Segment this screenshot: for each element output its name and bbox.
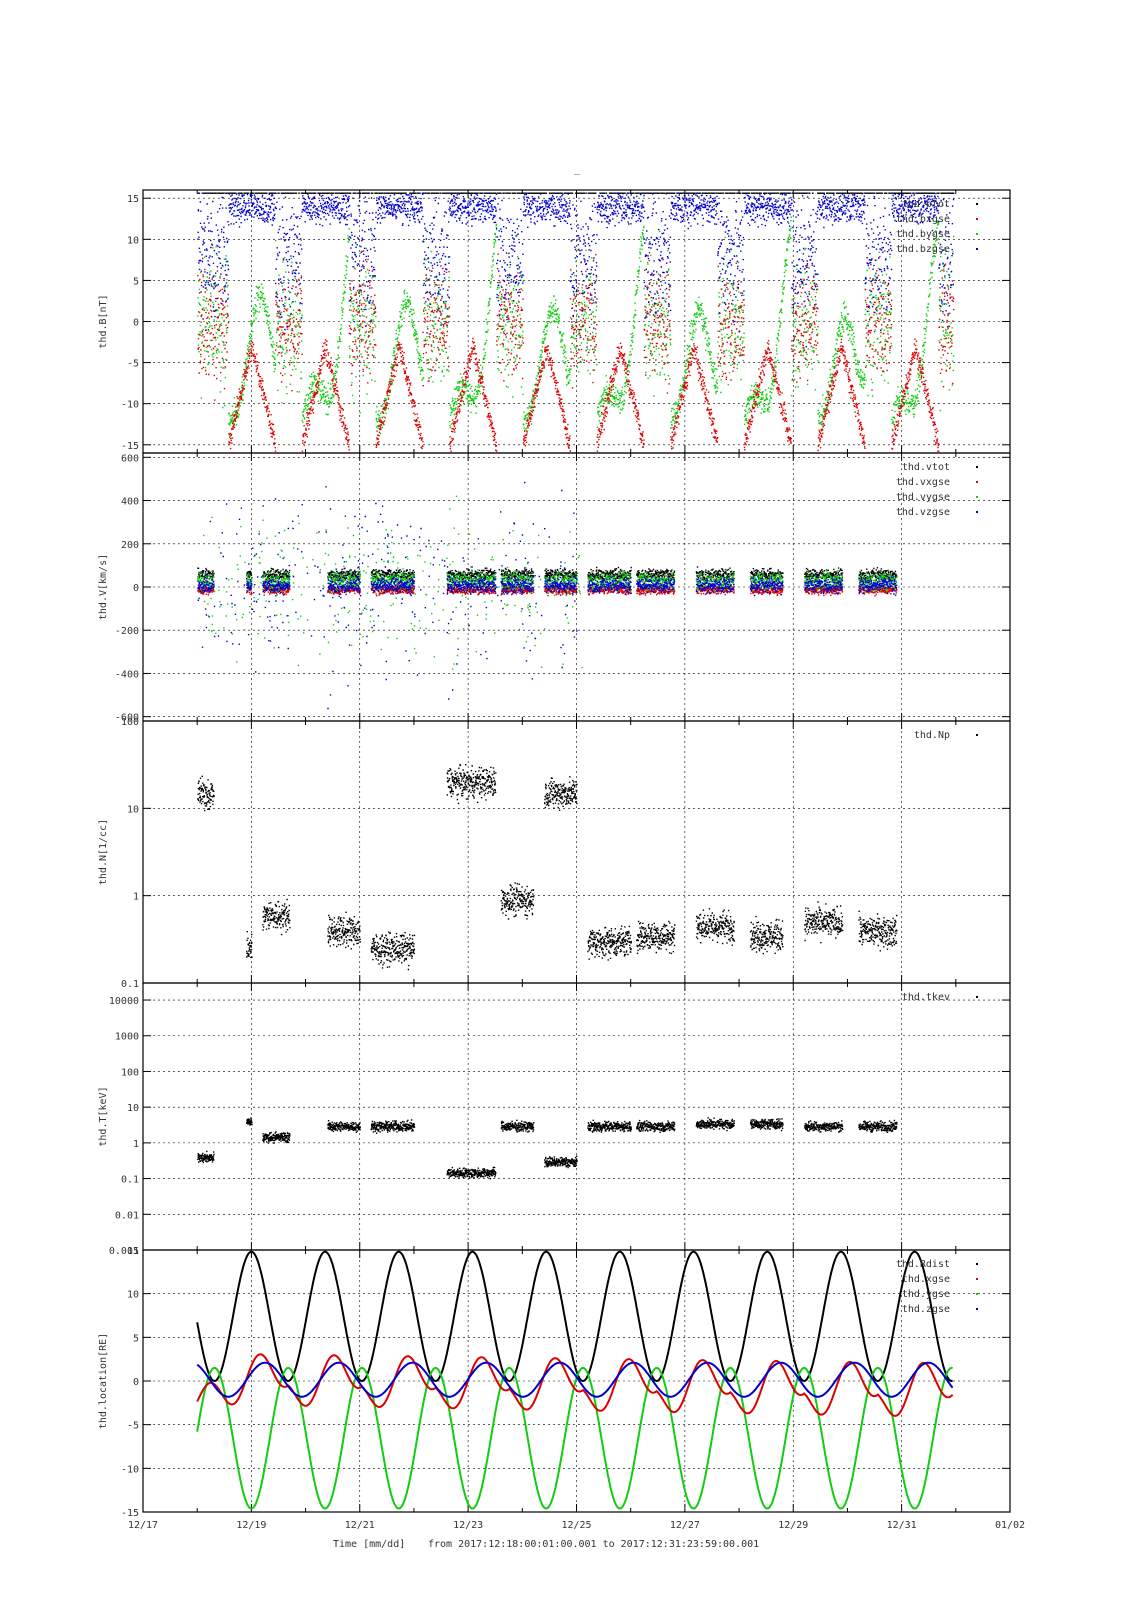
legend-marker <box>976 734 978 736</box>
y-axis-label: thd.T[keV] <box>98 1086 109 1146</box>
y-axis-label: thd.N[1/cc] <box>98 819 109 885</box>
legend-marker <box>976 511 978 513</box>
legend-label: thd.vxgse <box>896 477 950 488</box>
y-tick-label: 600 <box>121 453 139 464</box>
legend-label: thd.bygse <box>896 229 950 240</box>
y-tick-label: -200 <box>115 626 139 637</box>
y-tick-label: 10000 <box>109 996 139 1007</box>
legend-label: thd.Rdist <box>896 1259 950 1270</box>
figure-title: _ <box>574 164 581 175</box>
legend-label: thd.bxgse <box>896 214 950 225</box>
legend-marker <box>976 203 978 205</box>
x-axis-tick-labels: 12/17 12/19 12/21 12/23 12/25 12/27 12/29 12/31… <box>128 1520 1025 1531</box>
bzgse-points <box>197 192 955 348</box>
y-tick-label: 10 <box>127 1290 139 1301</box>
y-tick-label: 15 <box>127 1246 139 1257</box>
x-tick-label: 12/29 <box>778 1520 808 1531</box>
legend-label: thd.ygse <box>902 1289 950 1300</box>
y-tick-label: 0.01 <box>115 1210 139 1221</box>
time-range-label: from 2017:12:18:00:01:00.001 to 2017:12:… <box>428 1539 759 1550</box>
y-tick-label: -15 <box>121 441 139 452</box>
y-tick-label: 1000 <box>115 1032 139 1043</box>
xgse-line <box>196 1353 954 1417</box>
panel-velocity: 600 400 200 0 -200 -400 -600 thd.V[km/s] thd.vto… <box>98 452 1011 724</box>
legend-marker <box>976 466 978 468</box>
y-tick-label: 0 <box>133 583 139 594</box>
y-tick-label: 10 <box>127 804 139 815</box>
legend-label: thd.vtot <box>902 462 950 473</box>
x-axis-label: Time [mm/dd] <box>333 1539 405 1550</box>
zgse-line <box>196 1361 954 1398</box>
panel-density: 100 10 1 0.1 thd.N[1/cc] thd.Np <box>98 717 1011 990</box>
y-tick-label: -400 <box>115 669 139 680</box>
y-tick-label: 0 <box>133 318 139 329</box>
y-axis-label: thd.location[RE] <box>98 1333 109 1429</box>
legend-label: thd.vzgse <box>896 507 950 518</box>
y-tick-label: 0.1 <box>121 979 139 990</box>
y-tick-label: 5 <box>133 276 139 287</box>
tkev-points <box>197 1117 898 1180</box>
np-points <box>197 763 898 971</box>
x-tick-label: 12/21 <box>345 1520 375 1531</box>
y-tick-label: 0.1 <box>121 1175 139 1186</box>
legend-label: thd.btot <box>902 199 950 210</box>
legend-marker <box>976 1308 978 1310</box>
legend-marker <box>976 248 978 250</box>
x-tick-label: 12/31 <box>887 1520 917 1531</box>
y-tick-label: 0 <box>133 1377 139 1388</box>
legend-label: thd.tkev <box>902 992 950 1003</box>
bxgse-points <box>197 250 955 452</box>
vygse-points <box>197 495 898 670</box>
legend-marker <box>976 481 978 483</box>
y-tick-label: 100 <box>121 717 139 728</box>
legend-marker <box>976 233 978 235</box>
y-tick-label: -15 <box>121 1508 139 1519</box>
legend-label: thd.xgse <box>902 1274 950 1285</box>
y-tick-label: -5 <box>127 359 139 370</box>
panel-location: 15 10 5 0 -5 -10 -15 thd.location[RE] thd.Rdist t… <box>98 1246 1011 1519</box>
panel-magnetic-field: 15 10 5 0 -5 -10 -15 thd.B[nT] thd.btot thd.bxgse… <box>98 189 1011 454</box>
rdist-line <box>196 1250 953 1383</box>
y-tick-label: 200 <box>121 540 139 551</box>
legend-marker <box>976 218 978 220</box>
x-tick-label: 12/25 <box>561 1520 591 1531</box>
y-tick-label: 5 <box>133 1333 139 1344</box>
y-tick-label: 0.001 <box>109 1246 139 1257</box>
panel-temperature: 10000 1000 100 10 1 0.1 0.01 0.001 thd.T[keV] thd… <box>98 982 1011 1257</box>
y-axis-label: thd.B[nT] <box>98 294 109 348</box>
y-tick-label: 1 <box>133 892 139 903</box>
y-tick-label: 400 <box>121 497 139 508</box>
btot-points <box>197 192 955 194</box>
y-tick-label: 1 <box>133 1139 139 1150</box>
legend-label: thd.bzgse <box>896 244 950 255</box>
legend-marker <box>976 1278 978 1280</box>
y-tick-label: -5 <box>127 1421 139 1432</box>
y-tick-label: -10 <box>121 400 139 411</box>
legend-marker <box>976 1293 978 1295</box>
legend-marker <box>976 996 978 998</box>
y-axis-label: thd.V[km/s] <box>98 554 109 620</box>
y-tick-label: -600 <box>115 713 139 724</box>
x-tick-label: 01/02 <box>995 1520 1025 1531</box>
x-tick-label: 12/27 <box>670 1520 700 1531</box>
plot-frame <box>142 1249 1011 1513</box>
ygse-line <box>196 1366 953 1510</box>
y-tick-label: -10 <box>121 1464 139 1475</box>
x-tick-label: 12/23 <box>453 1520 483 1531</box>
x-tick-label: 12/19 <box>236 1520 266 1531</box>
legend-label: thd.Np <box>914 730 950 741</box>
y-tick-label: 10 <box>127 235 139 246</box>
legend-marker <box>976 496 978 498</box>
legend-label: thd.vygse <box>896 492 950 503</box>
y-tick-label: 15 <box>127 194 139 205</box>
x-tick-label: 12/17 <box>128 1520 158 1531</box>
y-tick-label: 100 <box>121 1067 139 1078</box>
legend-marker <box>976 1263 978 1265</box>
y-tick-label: 10 <box>127 1103 139 1114</box>
legend-label: thd.zgse <box>902 1304 950 1315</box>
